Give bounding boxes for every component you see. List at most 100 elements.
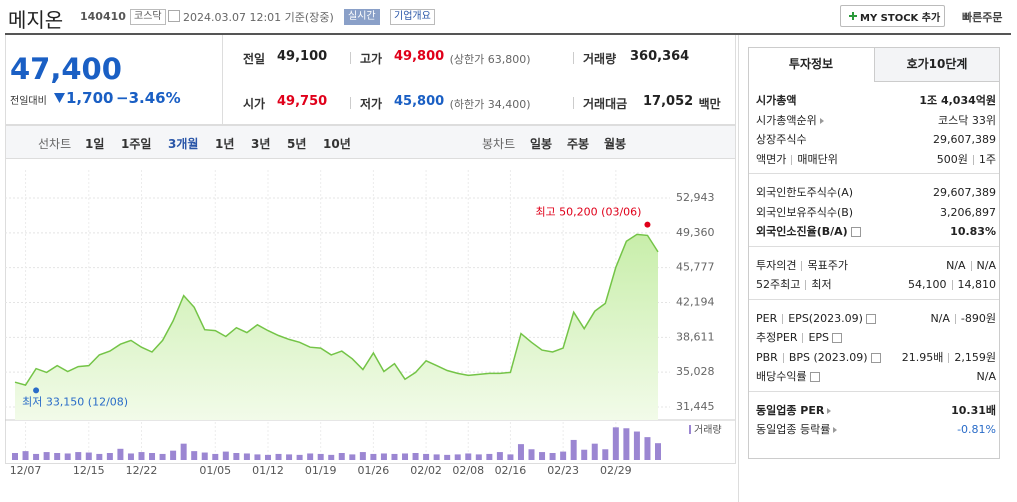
volume-bar: [349, 454, 356, 460]
arrow-icon[interactable]: [819, 117, 824, 124]
overview-dropdown[interactable]: 기업개요: [390, 9, 435, 25]
volume-bar: [380, 453, 387, 460]
volume-bar: [454, 454, 461, 460]
volume-bar: [644, 437, 651, 460]
my-stock-button[interactable]: MY STOCK 추가: [840, 5, 945, 27]
period-tab[interactable]: 3년: [251, 137, 271, 151]
volume-bar: [191, 451, 198, 460]
high-marker: [644, 221, 651, 228]
y-tick-label: 45,777: [676, 261, 715, 274]
realtime-badge[interactable]: 실시간: [344, 9, 380, 25]
quick-order[interactable]: 빠른주문: [962, 11, 1003, 24]
period-tab[interactable]: 일봉: [530, 137, 553, 151]
value-sep: [948, 352, 950, 363]
volume-legend: 거래량: [694, 424, 722, 436]
period-tab[interactable]: 3개월: [168, 137, 199, 151]
value-sep: [970, 260, 972, 271]
quote-value: 49,100: [277, 49, 328, 64]
info-value: 10.31배: [951, 402, 996, 420]
y-tick-label: 49,360: [676, 226, 715, 239]
period-tab[interactable]: 1주일: [121, 137, 152, 151]
info-label-text: 액면가: [756, 152, 787, 166]
separator: [573, 52, 574, 64]
sidebar-tab[interactable]: 호가10단계: [874, 48, 999, 82]
info-label-text: PER: [756, 311, 778, 325]
volume-bar: [54, 453, 61, 460]
period-tab[interactable]: 월봉: [604, 137, 627, 151]
volume-bar: [286, 454, 293, 460]
volume-bar: [138, 452, 145, 460]
volume-bar: [581, 449, 588, 460]
arrow-icon[interactable]: [827, 407, 832, 414]
info-value: 3,206,897: [940, 204, 996, 222]
chart-box: [5, 158, 736, 464]
info-label-text: 외국인보유주식수(B): [756, 205, 854, 219]
info-label-text: 최저: [811, 278, 832, 291]
volume-bar: [233, 453, 240, 460]
info-label-text: 투자의견: [756, 258, 797, 272]
help-icon[interactable]: [865, 313, 876, 324]
volume-bar: [43, 452, 50, 460]
separator: [573, 97, 574, 109]
period-tab[interactable]: 1년: [215, 137, 235, 151]
down-arrow: [54, 93, 65, 103]
info-row: 시가총액순위 코스닥 33위: [756, 112, 996, 130]
info-value: 500원 1주: [937, 151, 996, 169]
separator: [350, 97, 351, 109]
info-value: 10.83%: [950, 223, 996, 241]
help-icon[interactable]: [832, 333, 843, 343]
info-value-text: 3,206,897: [940, 205, 996, 219]
volume-bar: [539, 452, 546, 460]
volume-bar: [486, 453, 493, 460]
period-tab[interactable]: 주봉: [567, 137, 590, 151]
info-label-text: 외국인소진율(B/A): [756, 225, 848, 238]
group-rule: [749, 298, 999, 300]
info-row: 투자의견 목표주가 N/A N/A: [756, 257, 996, 275]
sidebar-tab[interactable]: 투자정보: [749, 48, 873, 81]
info-label: PER EPS(2023.09): [756, 310, 876, 328]
x-tick-label: 12/07: [10, 464, 42, 477]
x-tick-label: 02/23: [547, 464, 579, 477]
info-value-text: 54,100: [908, 278, 947, 291]
calendar-icon: [168, 10, 180, 22]
info-label-text: 동일업종 PER: [756, 403, 825, 417]
volume-bar: [412, 453, 419, 460]
volume-bar: [149, 453, 156, 460]
volume-bar: [655, 443, 661, 460]
info-value-text: 코스닥 33위: [938, 113, 996, 127]
help-icon[interactable]: [850, 227, 861, 237]
value-sep: [972, 154, 974, 165]
quote-label: 시가: [243, 97, 266, 111]
info-value: 29,607,389: [933, 131, 996, 149]
x-tick-label: 01/12: [252, 464, 284, 477]
volume-bar: [528, 449, 535, 460]
volume-bar: [423, 453, 430, 460]
quote-unit: 백만: [698, 97, 721, 111]
volume-bar: [391, 453, 398, 460]
help-icon[interactable]: [809, 372, 820, 382]
help-icon[interactable]: [870, 352, 881, 363]
info-row: 추정PER EPS: [756, 329, 996, 347]
group-rule: [749, 390, 999, 392]
change-amount: 1,700: [66, 89, 114, 107]
label-sep: [782, 352, 784, 363]
volume-bar: [370, 453, 377, 460]
quote-time: 2024.03.07 12:01 기준(장중): [183, 11, 334, 24]
volume-bar: [444, 454, 451, 460]
volume-bar: [465, 453, 472, 460]
my-stock-label: MY STOCK 추가: [860, 13, 941, 24]
info-value-text: 2,159원: [954, 350, 996, 364]
period-tab[interactable]: 5년: [287, 137, 307, 151]
period-tab[interactable]: 10년: [323, 137, 351, 151]
arrow-icon[interactable]: [833, 427, 838, 433]
info-label-text: 외국인한도주식수(A): [756, 186, 854, 199]
period-tab[interactable]: 1일: [85, 137, 105, 151]
info-row: 배당수익률 N/A: [756, 368, 996, 386]
info-label: 추정PER EPS: [756, 329, 843, 347]
volume-bar: [633, 431, 640, 460]
x-tick-label: 02/29: [600, 464, 632, 477]
tab-group-label: 선차트: [38, 137, 72, 151]
volume-bar: [328, 454, 335, 460]
y-tick-label: 38,611: [676, 330, 715, 343]
